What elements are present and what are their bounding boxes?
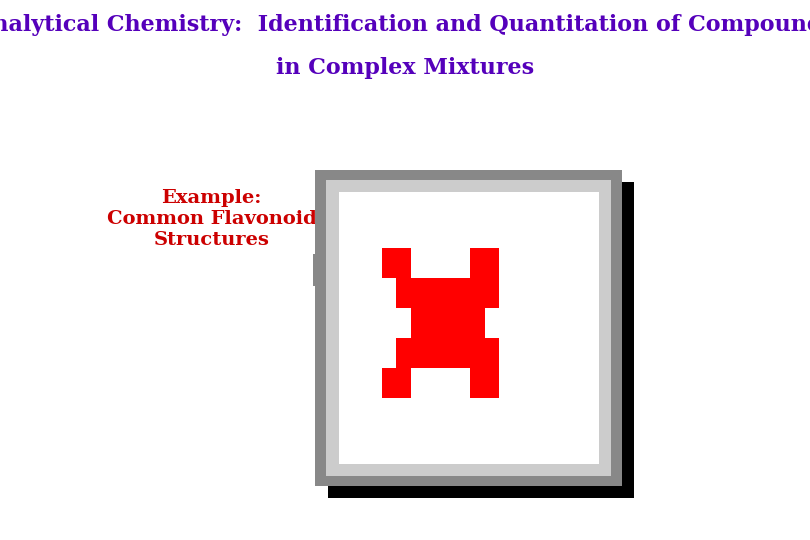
Bar: [396, 247, 411, 278]
Bar: [411, 308, 426, 338]
Bar: [441, 278, 455, 308]
Bar: [484, 338, 499, 368]
Text: in Complex Mixtures: in Complex Mixtures: [276, 57, 534, 79]
Bar: [470, 278, 484, 308]
Bar: [426, 278, 441, 308]
Bar: [382, 368, 396, 397]
Bar: [484, 247, 499, 278]
Text: Analytical Chemistry:  Identification and Quantitation of Compounds: Analytical Chemistry: Identification and…: [0, 14, 810, 36]
Bar: [470, 368, 484, 397]
Bar: [455, 278, 470, 308]
Bar: [313, 254, 326, 286]
Bar: [441, 338, 455, 368]
Text: Example:
Common Flavonoid
Structures: Example: Common Flavonoid Structures: [107, 189, 316, 248]
Bar: [328, 182, 634, 498]
Bar: [339, 192, 599, 464]
Bar: [315, 170, 622, 486]
Bar: [426, 308, 441, 338]
Bar: [455, 308, 470, 338]
Bar: [455, 338, 470, 368]
Bar: [484, 368, 499, 397]
Bar: [441, 308, 455, 338]
Bar: [411, 338, 426, 368]
Bar: [396, 278, 411, 308]
Bar: [426, 338, 441, 368]
Bar: [411, 278, 426, 308]
Bar: [470, 308, 484, 338]
Bar: [382, 247, 396, 278]
Bar: [484, 278, 499, 308]
Bar: [326, 180, 612, 476]
Bar: [470, 247, 484, 278]
Bar: [470, 338, 484, 368]
Bar: [396, 368, 411, 397]
Bar: [396, 338, 411, 368]
